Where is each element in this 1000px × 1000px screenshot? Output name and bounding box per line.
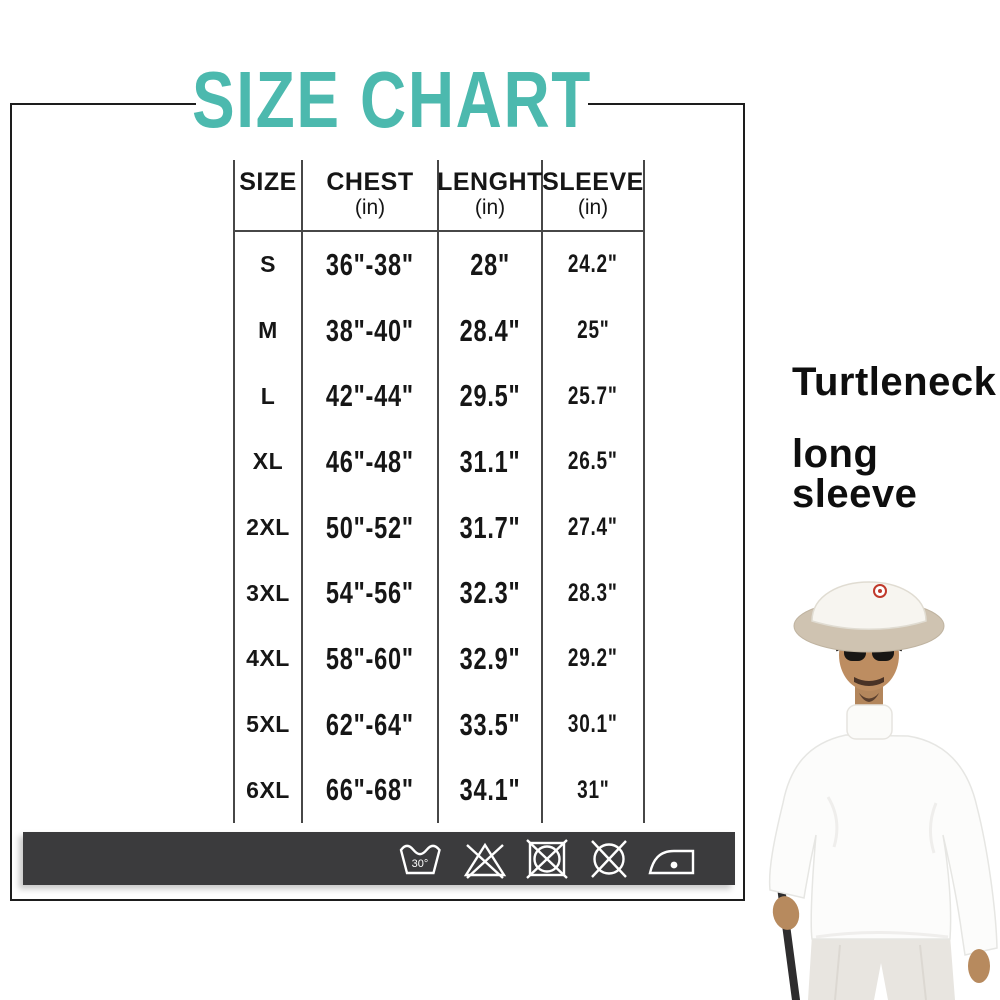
size-value: 4XL	[233, 626, 303, 692]
iron-low-heat-icon	[648, 849, 695, 874]
sleeve-value: 24.2"	[543, 232, 645, 298]
size-value: S	[233, 232, 303, 298]
mustache	[854, 677, 884, 686]
size-row-2XL: 2XL 50"-52" 31.7" 27.4"	[233, 494, 645, 561]
chest-value: 36"-38"	[303, 232, 439, 298]
size-row-S: S 36"-38" 28" 24.2"	[233, 232, 645, 298]
right-hand	[968, 949, 990, 983]
chest-value: 66"-68"	[303, 757, 439, 824]
chest-value: 54"-56"	[303, 560, 439, 627]
size-value: 2XL	[233, 494, 303, 561]
size-value: L	[233, 363, 303, 430]
product-note-line2: long sleeve	[792, 432, 918, 516]
length-value: 34.1"	[439, 757, 543, 824]
chest-value: 50"-52"	[303, 494, 439, 561]
length-value: 28"	[439, 232, 543, 298]
column-header-length: LENGHT (in)	[437, 160, 543, 230]
sleeve-value: 25.7"	[543, 363, 645, 430]
turtleneck-shirt	[768, 734, 998, 956]
do-not-dry-clean-icon	[591, 839, 627, 878]
length-value: 31.1"	[439, 429, 543, 495]
size-row-4XL: 4XL 58"-60" 32.9" 29.2"	[233, 626, 645, 692]
chest-value: 58"-60"	[303, 626, 439, 692]
size-row-L: L 42"-44" 29.5" 25.7"	[233, 363, 645, 430]
length-value: 33.5"	[439, 691, 543, 758]
pants	[808, 935, 955, 1000]
size-row-XL: XL 46"-48" 31.1" 26.5"	[233, 429, 645, 495]
care-instructions-bar: 30°	[23, 832, 735, 885]
sleeve-value: 28.3"	[543, 560, 645, 627]
product-note-line1: Turtleneck	[792, 360, 997, 404]
length-value: 28.4"	[439, 297, 543, 364]
sleeve-value: 31"	[543, 757, 645, 824]
size-row-3XL: 3XL 54"-56" 32.3" 28.3"	[233, 560, 645, 627]
beard	[859, 693, 879, 702]
size-value: 3XL	[233, 560, 303, 627]
turtleneck-collar	[846, 704, 893, 740]
length-value: 32.9"	[439, 626, 543, 692]
chest-value: 46"-48"	[303, 429, 439, 495]
column-header-size: SIZE	[233, 160, 303, 230]
chest-value: 38"-40"	[303, 297, 439, 364]
size-value: M	[233, 297, 303, 364]
chest-value: 62"-64"	[303, 691, 439, 758]
size-value: 6XL	[233, 757, 303, 824]
sleeve-value: 26.5"	[543, 429, 645, 495]
length-value: 32.3"	[439, 560, 543, 627]
length-value: 29.5"	[439, 363, 543, 430]
size-row-5XL: 5XL 62"-64" 33.5" 30.1"	[233, 691, 645, 758]
sleeve-value: 29.2"	[543, 626, 645, 692]
sleeve-value: 25"	[543, 297, 645, 364]
machine-wash-30-icon: 30°	[399, 844, 441, 874]
column-header-sleeve: SLEEVE (in)	[542, 160, 645, 230]
model-photo	[768, 581, 998, 1000]
sleeve-value: 27.4"	[543, 494, 645, 561]
column-header-chest: CHEST (in)	[303, 160, 439, 230]
product-note: Turtleneck long sleeve	[792, 362, 1000, 514]
length-value: 31.7"	[439, 494, 543, 561]
size-table: SIZE CHEST (in) LENGHT (in) SLEEVE (in) S 36"-38…	[233, 160, 645, 824]
page-title-text: SIZE CHART	[192, 55, 592, 144]
chest-value: 42"-44"	[303, 363, 439, 430]
left-hand	[772, 896, 800, 930]
do-not-bleach-icon	[463, 842, 507, 879]
size-row-6XL: 6XL 66"-68" 34.1" 31"	[233, 757, 645, 824]
size-value: 5XL	[233, 691, 303, 758]
size-value: XL	[233, 429, 303, 495]
sleeve-value: 30.1"	[543, 691, 645, 758]
bucket-hat	[793, 581, 945, 653]
svg-text:30°: 30°	[412, 858, 429, 870]
table-header-row: SIZE CHEST (in) LENGHT (in) SLEEVE (in)	[233, 160, 645, 232]
do-not-tumble-dry-icon	[526, 838, 568, 879]
size-row-M: M 38"-40" 28.4" 25"	[233, 297, 645, 364]
page-title: SIZE CHART	[192, 55, 590, 144]
